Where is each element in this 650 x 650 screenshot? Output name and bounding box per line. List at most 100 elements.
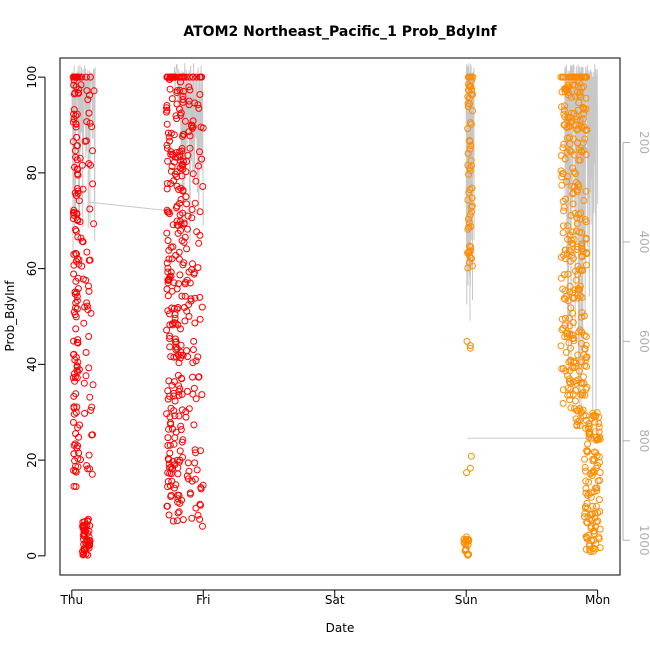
data-point [79, 518, 87, 526]
data-point [84, 465, 92, 473]
data-point [594, 462, 602, 469]
data-point [583, 533, 591, 541]
data-point [588, 472, 596, 479]
data-point [175, 248, 183, 256]
data-point [190, 384, 198, 392]
data-point [464, 196, 472, 204]
data-point [85, 109, 93, 117]
data-point [166, 85, 174, 93]
data-point [571, 387, 579, 394]
data-point [558, 103, 565, 111]
data-point [466, 145, 474, 153]
data-point [178, 172, 186, 180]
data-point [577, 313, 585, 321]
data-point [165, 246, 173, 254]
data-point [582, 333, 590, 341]
data-point [563, 148, 571, 156]
data-point [572, 377, 580, 385]
data-point [167, 129, 175, 137]
data-point [183, 387, 191, 395]
data-point [194, 101, 202, 109]
data-point [74, 233, 82, 241]
data-point [169, 517, 177, 525]
data-point [85, 160, 93, 168]
data-point [569, 309, 577, 317]
data-point [596, 508, 604, 516]
data-point [571, 209, 579, 217]
data-point [467, 157, 475, 165]
data-point [90, 87, 98, 95]
data-point [75, 366, 83, 374]
data-point [193, 228, 201, 236]
data-point [191, 319, 199, 327]
data-point [176, 164, 184, 172]
data-point [468, 86, 476, 94]
data-point [582, 385, 590, 393]
data-point [465, 86, 472, 94]
x-tick-label: Thu [60, 593, 84, 607]
data-point [581, 455, 589, 463]
depth-trace [71, 63, 599, 439]
data-point [163, 229, 171, 237]
data-point [188, 214, 196, 222]
data-point [75, 433, 83, 441]
data-point [188, 266, 196, 274]
data-point [566, 396, 574, 404]
data-point [165, 456, 173, 464]
data-point [577, 266, 585, 274]
data-point [192, 177, 200, 185]
data-point [174, 470, 182, 478]
data-point [590, 527, 598, 535]
data-point [180, 87, 187, 95]
data-point [163, 108, 170, 116]
data-point [565, 246, 573, 254]
data-point [164, 387, 172, 395]
data-point [467, 243, 475, 251]
data-point [578, 245, 586, 252]
data-point [577, 93, 585, 101]
data-points [69, 73, 604, 559]
data-point [196, 148, 203, 156]
data-point [466, 464, 474, 472]
data-point [83, 248, 91, 256]
data-point [88, 123, 96, 131]
data-point [573, 126, 581, 134]
data-point [569, 331, 577, 339]
data-point [177, 354, 184, 362]
data-point [173, 89, 181, 96]
data-point [592, 449, 600, 457]
data-point [559, 73, 566, 81]
data-point [562, 348, 570, 356]
data-point [175, 255, 183, 263]
data-point [163, 185, 171, 193]
data-point [191, 475, 199, 483]
data-point [561, 314, 569, 322]
data-point [89, 147, 96, 155]
data-point [574, 294, 582, 302]
data-point [571, 183, 578, 191]
data-point [468, 184, 476, 192]
x-tick-label: Sat [325, 593, 345, 607]
data-point [84, 96, 92, 104]
data-point [163, 326, 171, 334]
data-point [186, 73, 194, 81]
data-point [596, 544, 604, 552]
data-point [179, 187, 187, 195]
data-point [581, 509, 589, 517]
data-point [176, 152, 184, 160]
data-point [170, 392, 178, 400]
data-point [196, 73, 204, 81]
data-point [183, 276, 191, 284]
data-point [178, 406, 186, 414]
data-point [558, 181, 566, 189]
data-point [576, 367, 583, 375]
data-point [569, 135, 577, 143]
data-point [167, 420, 175, 428]
data-point [176, 385, 184, 393]
data-point [595, 453, 603, 461]
data-point [72, 468, 80, 476]
data-point [83, 302, 91, 310]
data-point [567, 356, 575, 364]
data-point [570, 236, 578, 244]
data-point [566, 134, 574, 141]
